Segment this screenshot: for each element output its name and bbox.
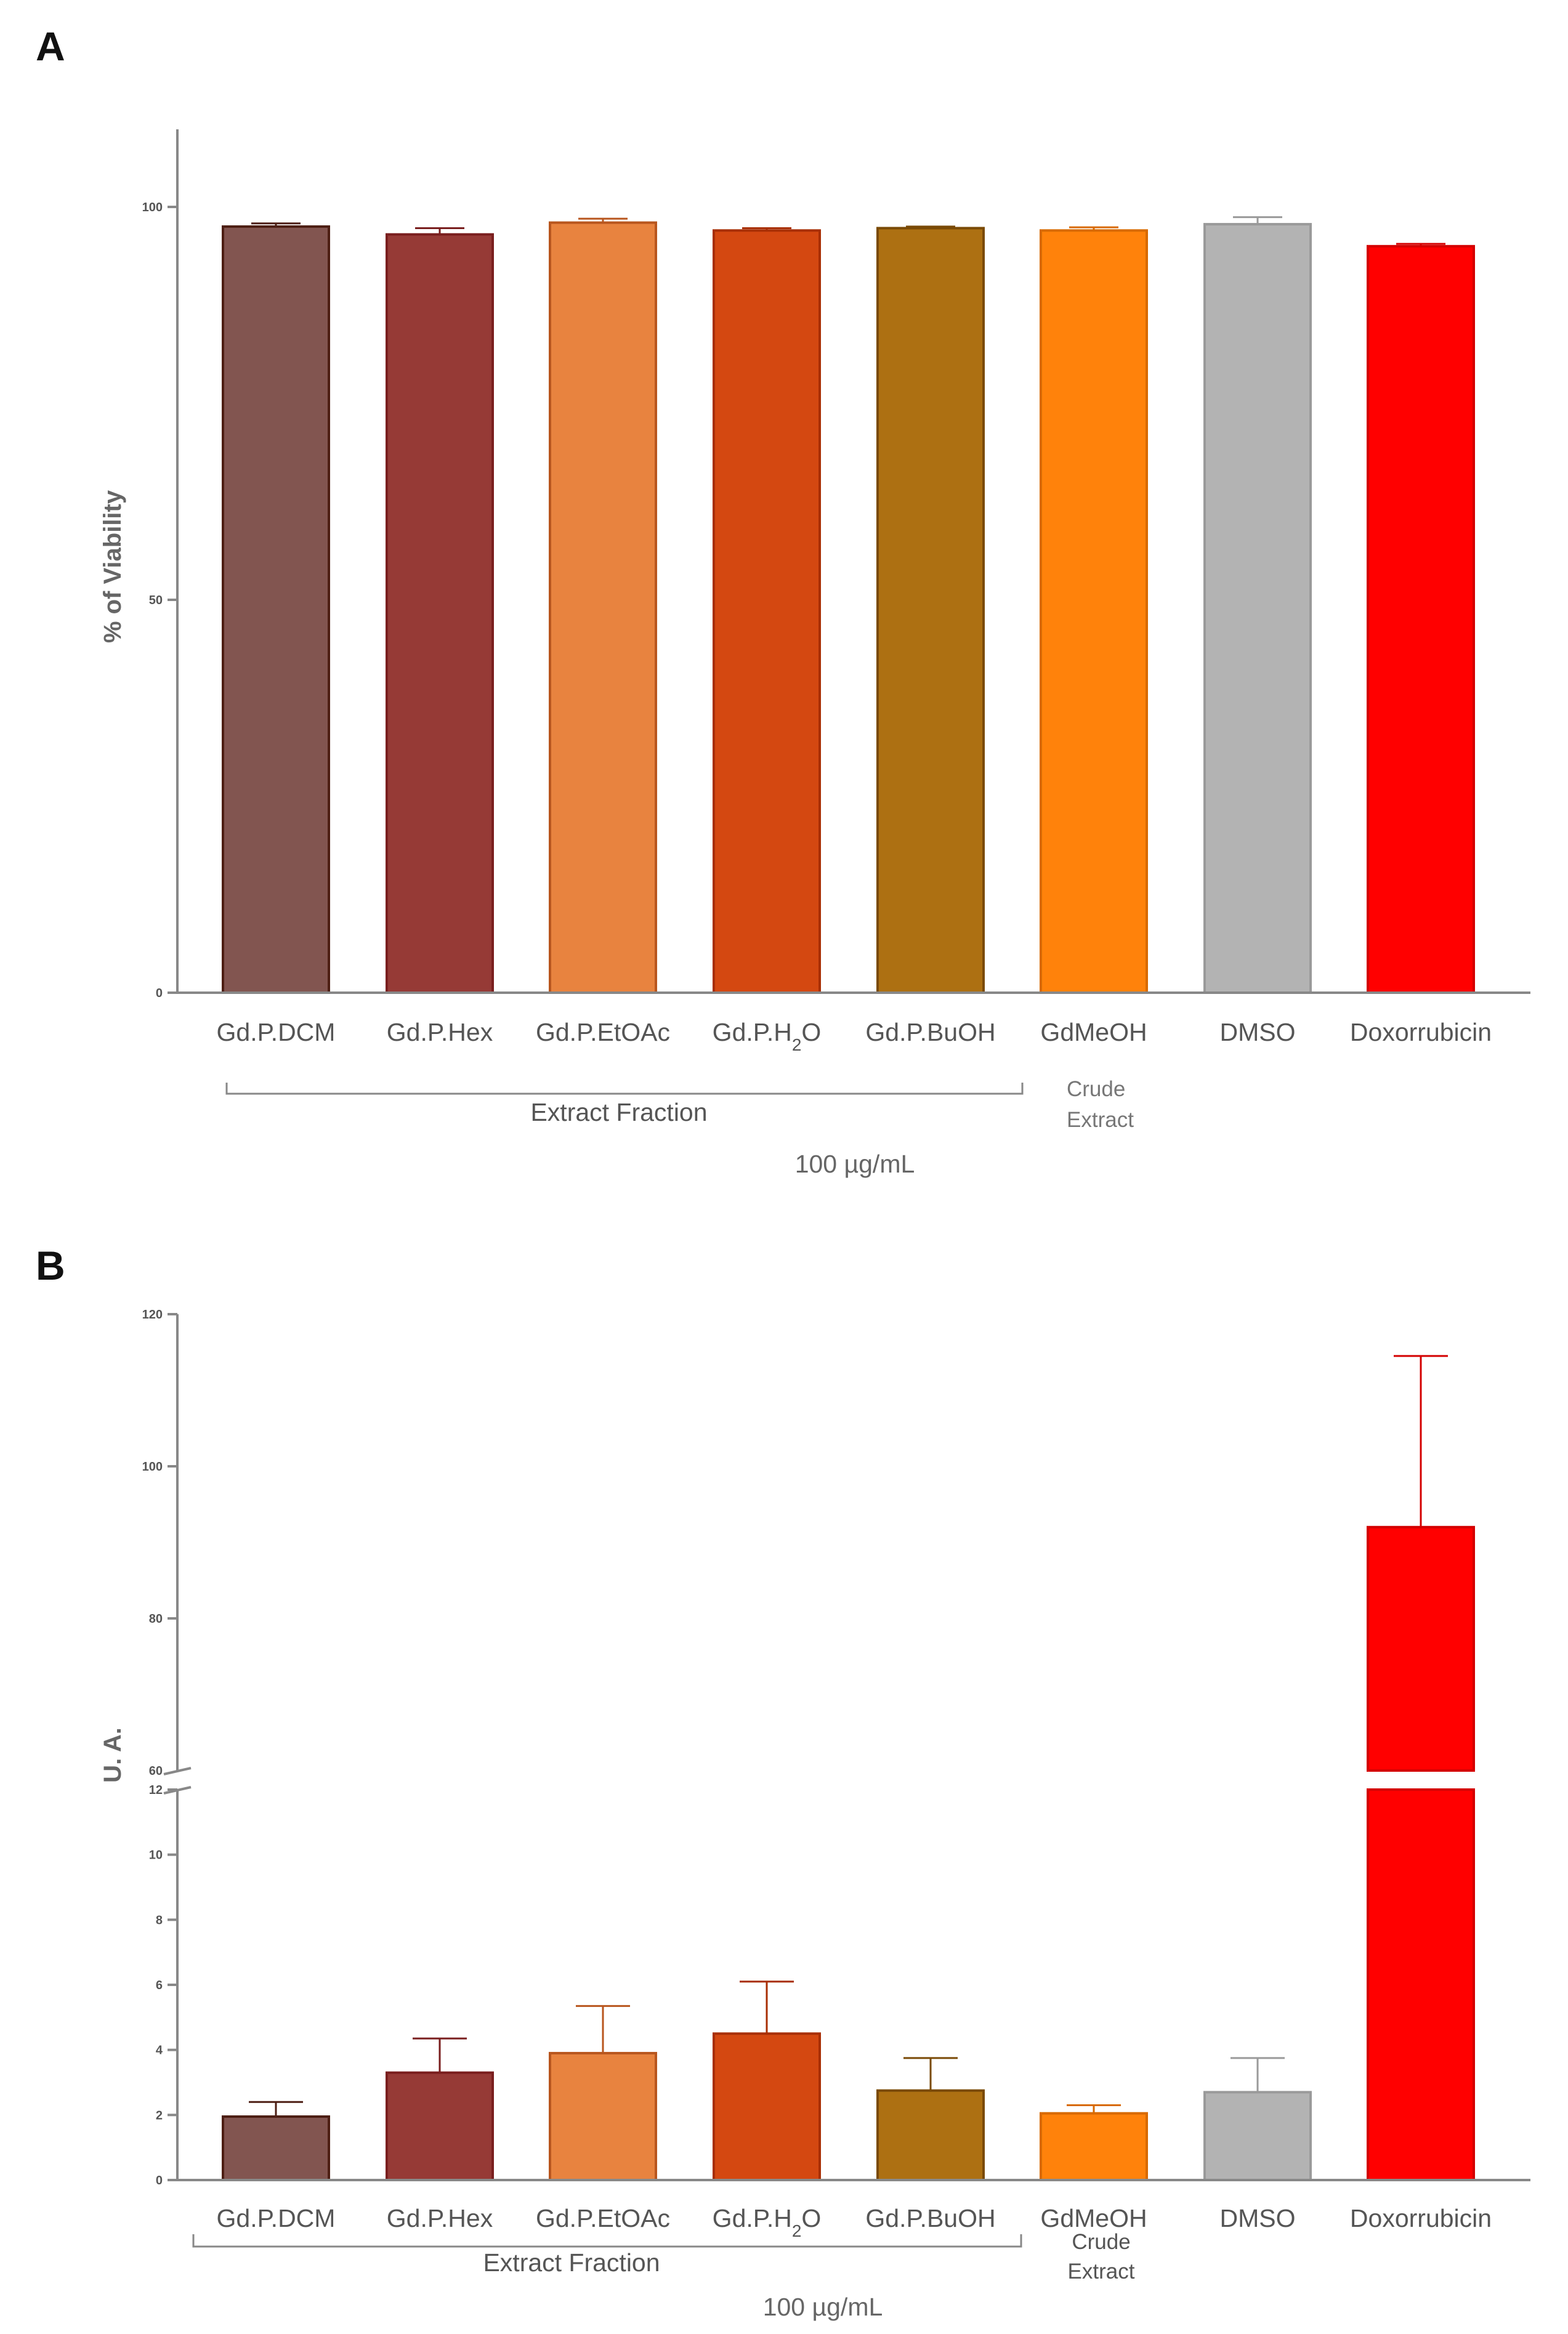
panel-a-category-label-gd-p-h2o: Gd.P.H2O (713, 1018, 822, 1054)
panel-b-bar-gdmeoh (1040, 2112, 1148, 2181)
panel-b-bar-gd-p-etoac (549, 2051, 657, 2181)
panel-b-y-tick-label-lower-6: 6 (156, 1979, 163, 1992)
panel-b-category-label-dmso: DMSO (1220, 2204, 1296, 2232)
panel-b-bar-dmso (1203, 2091, 1312, 2182)
panel-b-y-tick-label-lower-10: 10 (149, 1849, 163, 1862)
panel-a-y-tick-label-0: 0 (156, 987, 163, 1000)
panel-b-bars (222, 1355, 1475, 2182)
panel-b-y-axis-label: U. A. (99, 1727, 126, 1783)
panel-a-category-label-gd-p-dcm: Gd.P.DCM (217, 1018, 336, 1046)
panel-b-y-tick-label-lower-2: 2 (156, 2109, 163, 2122)
panel-a-category-label-doxorrubicin: Doxorrubicin (1350, 1018, 1492, 1046)
panel-a-concentration-label: 100 µg/mL (795, 1150, 915, 1178)
panel-a-bar-gd-p-h2o (713, 229, 821, 994)
panel-b-axes: 60 80 100 120 0 2 4 6 8 10 12 (142, 1308, 1530, 2187)
panel-letter-b: B (36, 1243, 65, 1288)
panel-b-category-labels: Gd.P.DCM Gd.P.Hex Gd.P.EtOAc Gd.P.H2O Gd.P.B… (217, 2204, 1492, 2240)
panel-b-crude-label-1: Crude (1072, 2230, 1130, 2254)
panel-b-y-tick-label-80: 80 (149, 1612, 163, 1626)
panel-b-category-label-gd-p-etoac: Gd.P.EtOAc (536, 2204, 670, 2232)
panel-a-category-label-gd-p-etoac: Gd.P.EtOAc (536, 1018, 670, 1046)
panel-a-bar-gdmeoh (1040, 229, 1148, 994)
panel-b-category-label-gd-p-buoh: Gd.P.BuOH (865, 2204, 995, 2232)
panel-a-bar-gd-p-buoh (876, 227, 985, 994)
panel-a-y-axis-label: % of Viability (99, 490, 126, 643)
panel-a-category-label-gd-p-hex: Gd.P.Hex (387, 1018, 493, 1046)
panel-b-axis-break-mark-upper (163, 1767, 192, 1775)
panel-b-bar-gd-p-h2o (713, 2032, 821, 2181)
panel-a-bar-gd-p-etoac (549, 221, 657, 994)
panel-b-y-tick-label-100: 100 (142, 1460, 163, 1474)
panel-b-category-label-gd-p-hex: Gd.P.Hex (387, 2204, 493, 2232)
panel-b-group-label: Extract Fraction (483, 2248, 660, 2277)
panel-a-bar-gd-p-hex (386, 233, 494, 994)
panel-a-category-labels: Gd.P.DCM Gd.P.Hex Gd.P.EtOAc Gd.P.H2O Gd.P.B… (217, 1018, 1492, 1054)
panel-a-category-label-gdmeoh: GdMeOH (1040, 1018, 1147, 1046)
panel-b-y-tick-label-lower-8: 8 (156, 1913, 163, 1927)
panel-a-axes: 0 50 100 (142, 129, 1530, 1000)
panel-b-y-tick-label-lower-4: 4 (156, 2044, 163, 2057)
panel-a-y-tick-label-50: 50 (149, 594, 163, 607)
panel-b-bar-gd-p-buoh (876, 2089, 985, 2181)
panel-b-chart: 60 80 100 120 0 2 4 6 8 10 12 U. A. Gd.P.DCM Gd.P.H… (99, 1308, 1530, 2321)
panel-b-y-tick-label-lower-0: 0 (156, 2174, 163, 2187)
panel-b-bar-gd-p-dcm (222, 2115, 330, 2182)
panel-a-category-label-dmso: DMSO (1220, 1018, 1296, 1046)
panel-b-group-bracket (192, 2234, 1022, 2248)
panel-a-group-bracket (225, 1083, 1024, 1095)
panel-a-bar-dmso (1203, 223, 1312, 994)
panel-a-bar-doxorrubicin (1367, 244, 1475, 994)
panel-b-category-label-doxorrubicin: Doxorrubicin (1350, 2204, 1492, 2232)
panel-letter-a: A (36, 23, 65, 69)
panel-a-bar-gd-p-dcm (222, 225, 330, 994)
panel-b-y-tick-label-60: 60 (149, 1764, 163, 1778)
panel-a-y-tick-label-100: 100 (142, 201, 163, 214)
panel-a-category-label-gd-p-buoh: Gd.P.BuOH (865, 1018, 995, 1046)
panel-b-category-label-gd-p-h2o: Gd.P.H2O (713, 2204, 822, 2240)
panel-a-crude-label-1: Crude (1067, 1077, 1125, 1101)
panel-a-group-label: Extract Fraction (530, 1098, 707, 1126)
panel-b-bar-lower-doxorrubicin (1367, 1788, 1475, 2181)
panel-b-category-label-gdmeoh: GdMeOH (1040, 2204, 1147, 2232)
panel-b-y-tick-label-120: 120 (142, 1308, 163, 1322)
panel-b-concentration-label: 100 µg/mL (763, 2293, 883, 2321)
panel-b-category-label-gd-p-dcm: Gd.P.DCM (217, 2204, 336, 2232)
panel-b-y-tick-label-lower-12: 12 (149, 1783, 163, 1797)
panel-a-crude-label-2: Extract (1067, 1108, 1134, 1132)
panel-b-bar-gd-p-hex (386, 2071, 494, 2181)
panel-b-crude-label-2: Extract (1068, 2259, 1135, 2284)
panel-b-bar-upper-doxorrubicin (1367, 1525, 1475, 1772)
panel-a-bars (222, 216, 1475, 994)
